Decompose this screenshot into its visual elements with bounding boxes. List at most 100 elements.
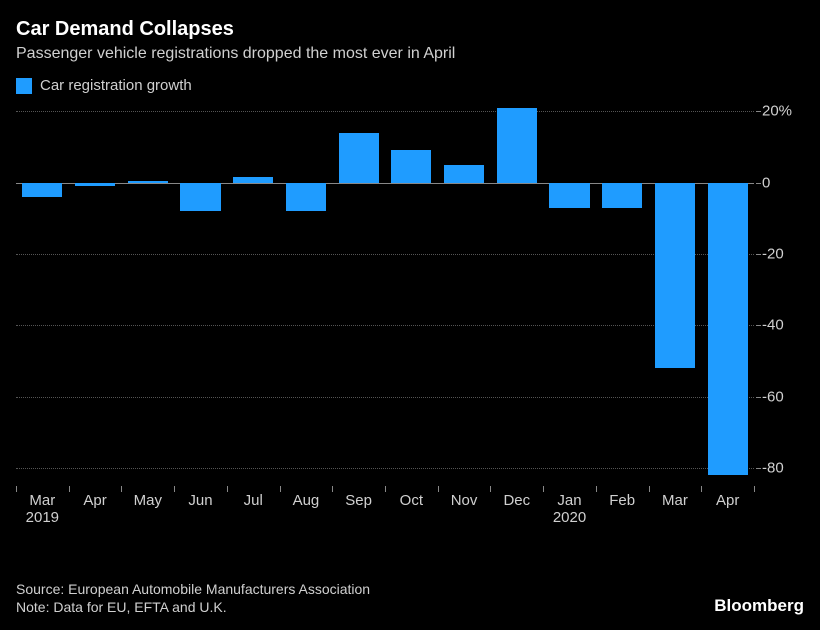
bar-slot	[332, 104, 385, 486]
x-tick-mark	[438, 486, 439, 492]
bar-slot	[69, 104, 122, 486]
brand: Bloomberg	[714, 596, 804, 616]
bar	[444, 165, 484, 183]
x-tick-month: Apr	[83, 492, 106, 509]
x-tick-month: Aug	[293, 492, 320, 509]
bar-slot	[227, 104, 280, 486]
x-tick-label: Sep	[345, 492, 372, 509]
x-axis: Mar2019AprMayJunJulAugSepOctNovDecJan202…	[16, 486, 754, 524]
bar	[549, 183, 589, 208]
bar	[497, 108, 537, 183]
bar-slot	[649, 104, 702, 486]
source-line: Source: European Automobile Manufacturer…	[16, 580, 370, 598]
x-tick-mark	[280, 486, 281, 492]
bar-slot	[438, 104, 491, 486]
y-tick-mark	[756, 254, 761, 255]
x-tick-label: Mar2019	[26, 492, 59, 527]
x-tick-label: Dec	[503, 492, 530, 509]
x-tick-month: Mar	[26, 492, 59, 509]
bar-slot	[701, 104, 754, 486]
note-line: Note: Data for EU, EFTA and U.K.	[16, 598, 370, 616]
x-tick-label: Apr	[716, 492, 739, 509]
x-tick-mark	[174, 486, 175, 492]
x-tick-month: Nov	[451, 492, 478, 509]
x-tick-month: Dec	[503, 492, 530, 509]
y-tick-mark	[756, 397, 761, 398]
y-tick-label: -80	[762, 460, 784, 477]
x-tick-month: Apr	[716, 492, 739, 509]
bar	[708, 183, 748, 476]
x-tick-month: Jul	[244, 492, 263, 509]
bar-slot	[174, 104, 227, 486]
chart-container: Car Demand Collapses Passenger vehicle r…	[0, 0, 820, 630]
x-tick-label: Mar	[662, 492, 688, 509]
bar-slot	[596, 104, 649, 486]
bar-slot	[543, 104, 596, 486]
bar	[128, 181, 168, 183]
x-tick-year: 2019	[26, 509, 59, 526]
x-tick-label: Feb	[609, 492, 635, 509]
x-tick-label: Apr	[83, 492, 106, 509]
x-tick-label: May	[134, 492, 162, 509]
legend: Car registration growth	[16, 77, 804, 94]
x-tick-month: Sep	[345, 492, 372, 509]
x-tick-mark	[385, 486, 386, 492]
plot-area	[16, 104, 754, 486]
x-tick-label: Aug	[293, 492, 320, 509]
x-tick-label: Jul	[244, 492, 263, 509]
x-tick-mark	[16, 486, 17, 492]
x-tick-mark	[754, 486, 755, 492]
x-tick-mark	[332, 486, 333, 492]
x-tick-month: May	[134, 492, 162, 509]
bar	[75, 183, 115, 187]
x-tick-month: Feb	[609, 492, 635, 509]
y-tick-mark	[756, 468, 761, 469]
x-tick-month: Oct	[400, 492, 423, 509]
x-tick-mark	[596, 486, 597, 492]
bar	[22, 183, 62, 197]
x-tick-mark	[649, 486, 650, 492]
bar	[655, 183, 695, 369]
x-tick-month: Jun	[188, 492, 212, 509]
x-tick-mark	[701, 486, 702, 492]
x-tick-label: Jun	[188, 492, 212, 509]
bar	[180, 183, 220, 212]
chart-title: Car Demand Collapses	[16, 18, 804, 41]
y-tick-label: -60	[762, 388, 784, 405]
footer: Source: European Automobile Manufacturer…	[16, 580, 804, 616]
bar	[602, 183, 642, 208]
y-tick-label: 20%	[762, 103, 792, 120]
chart-subtitle: Passenger vehicle registrations dropped …	[16, 45, 804, 63]
y-tick-mark	[756, 111, 761, 112]
legend-label: Car registration growth	[40, 77, 192, 94]
legend-swatch	[16, 78, 32, 94]
x-tick-mark	[69, 486, 70, 492]
bar-slot	[385, 104, 438, 486]
x-tick-mark	[227, 486, 228, 492]
y-tick-label: 0	[762, 174, 770, 191]
bar-slot	[121, 104, 174, 486]
source-block: Source: European Automobile Manufacturer…	[16, 580, 370, 616]
x-tick-month: Mar	[662, 492, 688, 509]
x-tick-mark	[543, 486, 544, 492]
x-tick-label: Nov	[451, 492, 478, 509]
bars-layer	[16, 104, 754, 486]
x-tick-month: Jan	[553, 492, 586, 509]
x-tick-label: Oct	[400, 492, 423, 509]
bar-slot	[490, 104, 543, 486]
bar	[233, 177, 273, 182]
bar	[391, 150, 431, 182]
bar	[286, 183, 326, 212]
plot-wrapper: 20%0-20-40-60-80 Mar2019AprMayJunJulAugS…	[16, 104, 804, 524]
y-tick-mark	[756, 183, 761, 184]
y-tick-label: -20	[762, 245, 784, 262]
y-tick-mark	[756, 325, 761, 326]
x-tick-mark	[490, 486, 491, 492]
x-tick-label: Jan2020	[553, 492, 586, 527]
x-tick-year: 2020	[553, 509, 586, 526]
y-tick-label: -40	[762, 317, 784, 334]
bar-slot	[16, 104, 69, 486]
bar-slot	[280, 104, 333, 486]
y-axis: 20% 0 -20 -40 -60 -80	[756, 104, 804, 486]
x-tick-mark	[121, 486, 122, 492]
